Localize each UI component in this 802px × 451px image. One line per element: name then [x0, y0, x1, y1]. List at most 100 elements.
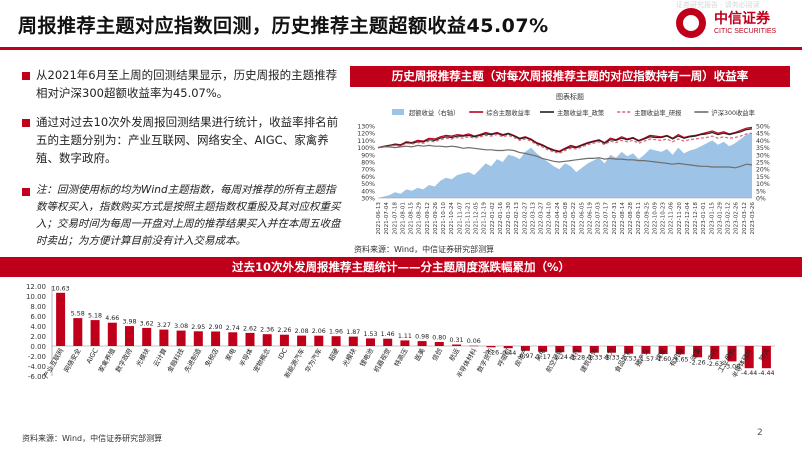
- x-tick-label: 2023-02-26: [734, 202, 740, 235]
- x-tick-label: 2022-01-30: [506, 202, 512, 235]
- bar-value-label: -1.53: [621, 356, 637, 363]
- bar-value-label: 5.18: [88, 313, 102, 320]
- bar: [331, 336, 341, 346]
- bar-value-label: -2.63: [707, 361, 723, 368]
- bar: [589, 346, 599, 353]
- x-tick-label: 2023-02-12: [726, 202, 732, 235]
- bar: [538, 346, 548, 352]
- x-tick-label: 2021-10-10: [441, 202, 447, 235]
- y-left-tick-label: 30%: [361, 196, 375, 203]
- x-tick-label: 2022-11-06: [669, 202, 675, 235]
- bar-value-label: 3.08: [174, 323, 188, 330]
- legend-label: 主题收益率_研报: [634, 108, 682, 117]
- bar-value-label: 1.96: [329, 329, 343, 336]
- y-left-tick-label: 60%: [361, 174, 375, 181]
- logo-name-cn: 中信证券: [714, 11, 770, 27]
- y-left-tick-label: 130%: [357, 124, 375, 131]
- x-tick-label: 2022-04-24: [555, 202, 561, 235]
- bar-value-label: -0.26: [483, 349, 499, 356]
- bar-value-label: 3.27: [157, 322, 171, 329]
- category-label: 光模块: [340, 346, 358, 368]
- y-tick-label: -2.00: [28, 353, 46, 361]
- y-tick-label: 2.00: [30, 333, 46, 341]
- legend-item: 主题收益率_研报: [617, 108, 682, 117]
- x-tick-label: 2022-05-08: [563, 202, 569, 235]
- bar: [262, 334, 272, 346]
- chart1-header: 历史周报推荐主题（对每次周报推荐主题的对应指数持有一周）收益率: [350, 66, 790, 87]
- bar: [348, 336, 358, 346]
- x-tick-label: 2021-12-19: [482, 202, 488, 235]
- bar: [383, 338, 393, 346]
- bar: [176, 330, 186, 346]
- category-label: 家电: [223, 346, 238, 362]
- bar: [279, 334, 289, 346]
- page-number: 2: [757, 428, 763, 438]
- legend-item: 沪深300收益率: [694, 108, 755, 117]
- x-tick-label: 2022-06-05: [579, 202, 585, 235]
- bullet-text-2: 通过对过去10次外发周报回测结果进行统计，收益率排名前五的主题分别为：产业互联网…: [36, 115, 339, 165]
- chart1-source: 资料来源：Wind，中信证券研究部测算: [354, 245, 495, 254]
- bar-value-label: -1.57: [638, 356, 654, 363]
- x-tick-label: 2021-08-15: [409, 202, 415, 235]
- y-left-tick-label: 40%: [361, 188, 375, 195]
- category-label: 数字政府: [113, 346, 134, 374]
- bar-value-label: 0.06: [467, 338, 481, 345]
- bar-value-label: -4.44: [758, 370, 774, 377]
- bar-value-label: -0.97: [517, 353, 533, 360]
- y-tick-label: 6.00: [30, 313, 46, 321]
- bar-value-label: 3.62: [140, 320, 154, 327]
- y-tick-label: 10.00: [26, 293, 46, 301]
- y-tick-label: 12.00: [26, 283, 46, 291]
- category-label: 光模块: [134, 346, 152, 368]
- bar-value-label: 3.98: [122, 319, 136, 326]
- category-label: IDC: [276, 347, 289, 361]
- bar-value-label: -1.33: [586, 355, 602, 362]
- bar-value-label: -1.28: [569, 354, 585, 361]
- bar: [125, 326, 134, 346]
- y-tick-label: -4.00: [28, 363, 46, 371]
- bar-value-label: 0.80: [432, 335, 446, 342]
- y-right-tick-label: 20%: [756, 167, 770, 174]
- y-tick-label: 4.00: [30, 323, 46, 331]
- bar-value-label: 2.74: [226, 325, 240, 332]
- x-tick-label: 2022-02-13: [514, 202, 520, 235]
- y-right-tick-label: 10%: [756, 181, 770, 188]
- bar-value-label: -0.44: [500, 350, 516, 357]
- series-line: [377, 126, 753, 152]
- bar-value-label: 2.08: [295, 328, 309, 335]
- bar-value-label: -1.33: [603, 355, 619, 362]
- bullet-marker: [22, 119, 30, 127]
- x-tick-label: 2022-07-17: [604, 202, 610, 235]
- bar-value-label: 1.87: [346, 329, 360, 336]
- bar: [744, 346, 754, 369]
- x-tick-label: 2022-01-16: [498, 202, 504, 235]
- category-label: 超硬: [326, 346, 341, 362]
- company-logo: 中信证券 CITIC SECURITIES: [676, 6, 796, 44]
- bar: [56, 292, 66, 346]
- x-tick-label: 2022-11-20: [677, 202, 683, 235]
- bar: [314, 335, 324, 346]
- category-label: 锂电池: [358, 346, 376, 368]
- category-label: 航运: [447, 346, 462, 362]
- category-label: 机器视觉: [371, 346, 392, 374]
- logo-icon: [676, 8, 706, 38]
- category-label: 华为汽车: [303, 346, 324, 374]
- bar: [503, 346, 513, 349]
- legend-item: 综合主题收益率: [469, 108, 530, 117]
- x-tick-label: 2021-11-07: [457, 202, 463, 235]
- y-tick-label: -6.00: [28, 373, 46, 381]
- y-left-tick-label: 90%: [361, 152, 375, 159]
- bar-value-label: 2.62: [243, 325, 257, 332]
- bar-value-label: 4.66: [105, 315, 119, 322]
- category-label: 半导体: [237, 346, 255, 368]
- series-line: [377, 128, 753, 153]
- x-tick-label: 2022-12-18: [693, 202, 699, 235]
- bar: [761, 346, 771, 369]
- bar-value-label: 2.36: [260, 327, 274, 334]
- bar: [486, 346, 496, 348]
- bar: [228, 332, 238, 346]
- bar: [469, 345, 479, 347]
- x-tick-label: 2022-02-27: [522, 202, 528, 235]
- x-tick-label: 2022-07-31: [612, 202, 618, 235]
- bar-value-label: -1.65: [672, 356, 688, 363]
